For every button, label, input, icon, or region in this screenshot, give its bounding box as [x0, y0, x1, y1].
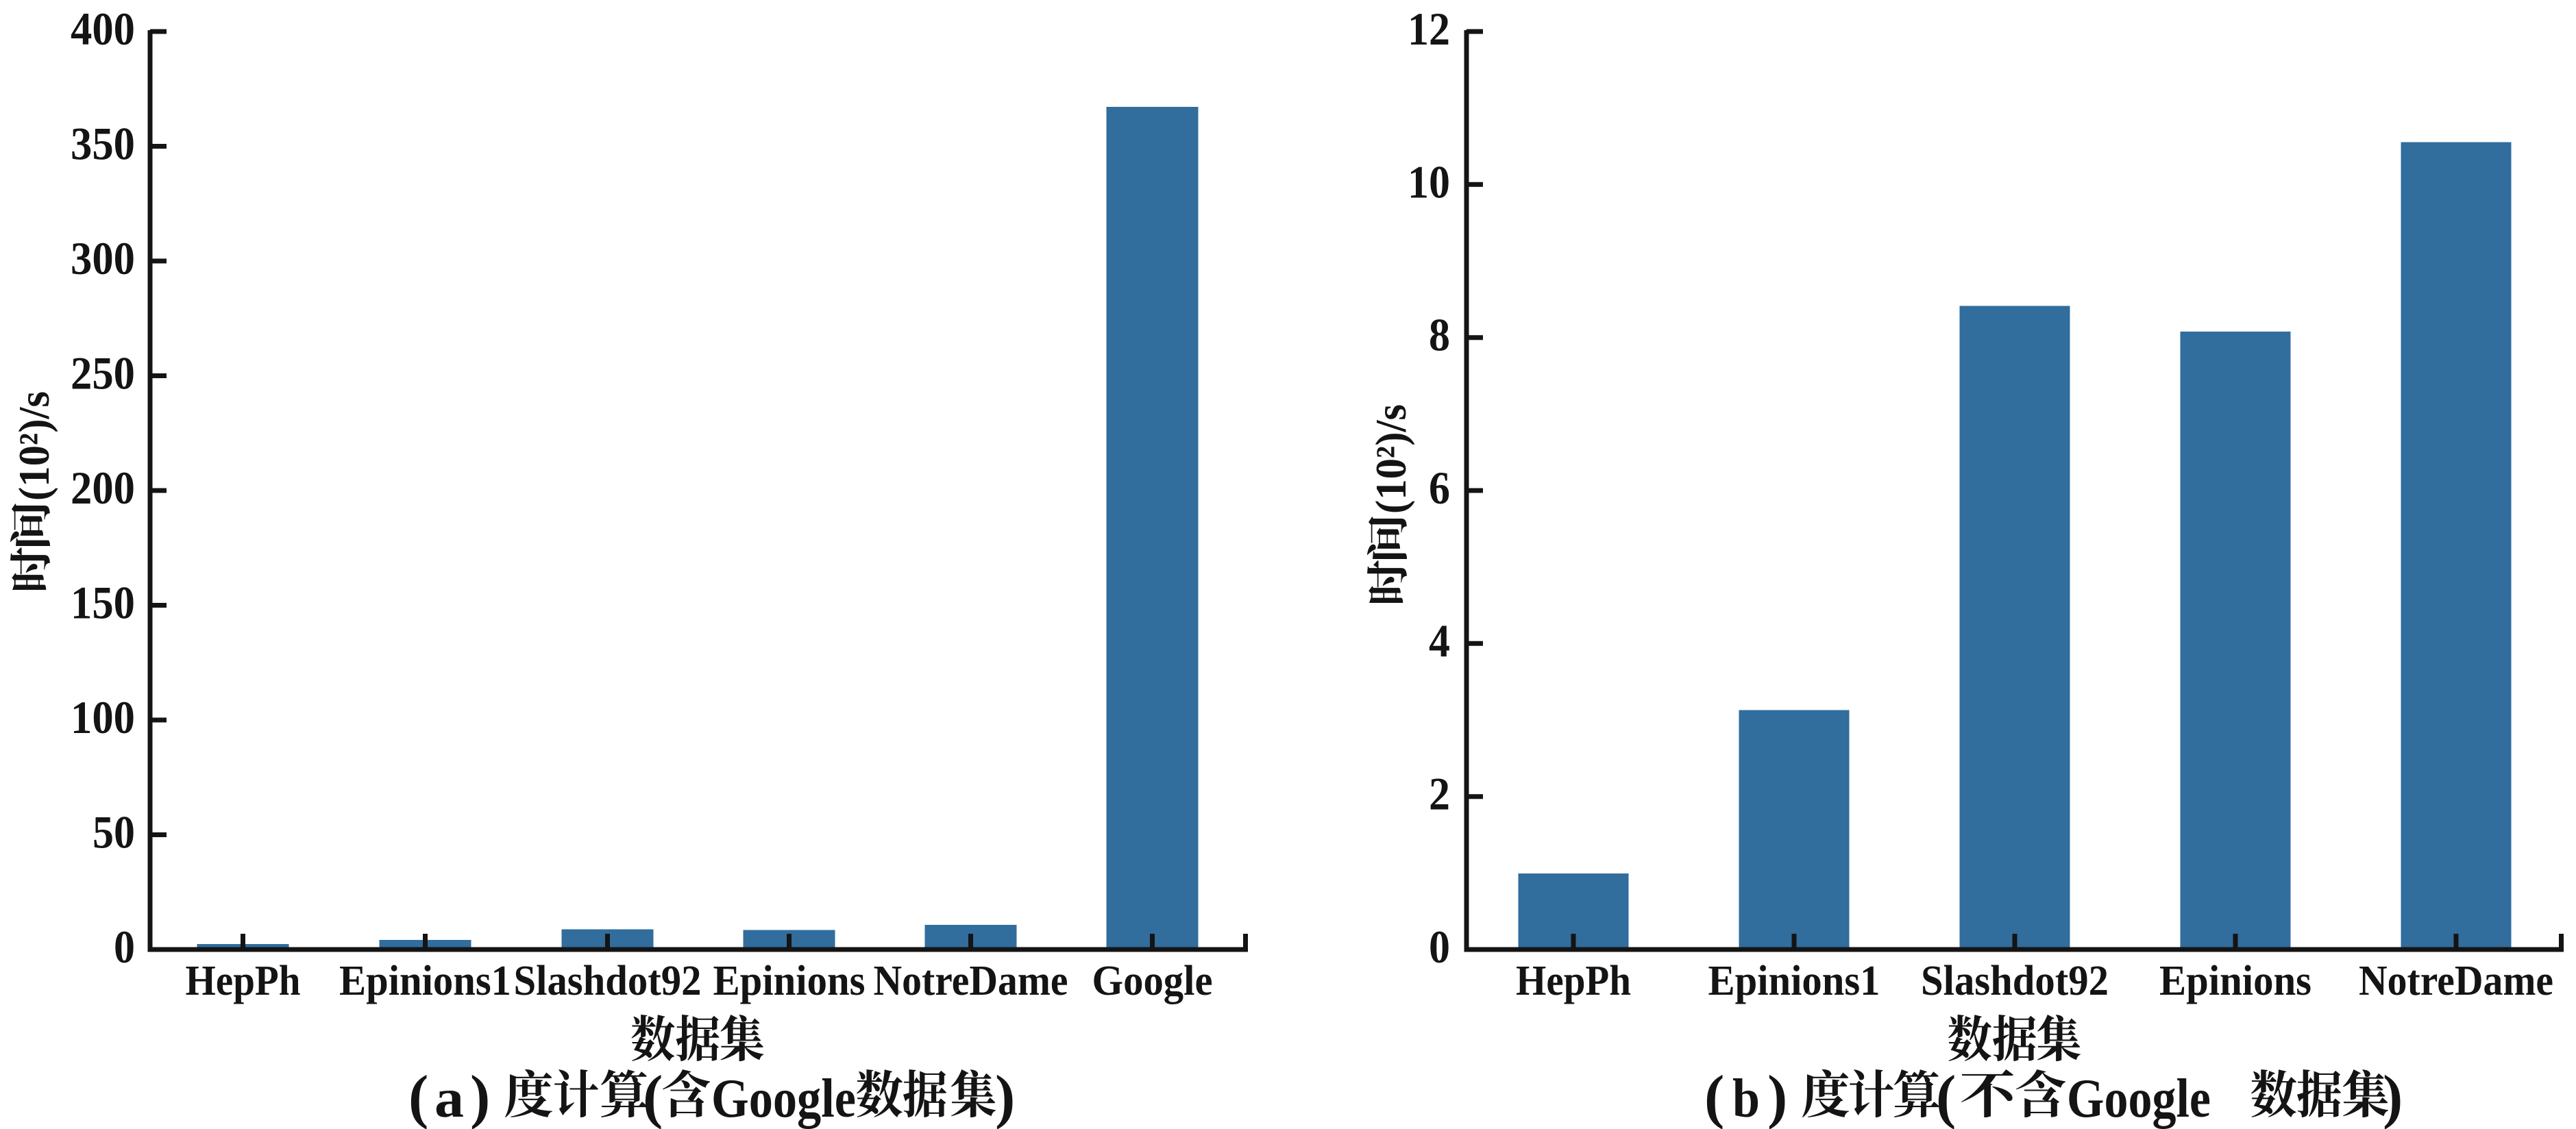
svg-text:Epinions: Epinions	[713, 958, 866, 1004]
svg-text:2: 2	[1429, 768, 1450, 820]
svg-text:12: 12	[1408, 3, 1450, 55]
svg-text:0: 0	[1429, 921, 1450, 973]
svg-text:50: 50	[93, 806, 135, 858]
svg-text:300: 300	[71, 232, 135, 284]
svg-text:6: 6	[1429, 462, 1450, 514]
svg-text:250: 250	[71, 347, 135, 399]
svg-text:10: 10	[1408, 156, 1450, 208]
svg-text:200: 200	[71, 462, 135, 514]
svg-text:(: (	[1704, 1064, 1724, 1129]
svg-text:(: (	[643, 1064, 663, 1129]
svg-text:(: (	[408, 1064, 428, 1129]
svg-text:Epinions1: Epinions1	[339, 958, 511, 1004]
svg-text:Epinions: Epinions	[2159, 958, 2311, 1004]
svg-text:(10²)/s: (10²)/s	[10, 391, 58, 501]
svg-text:Epinions1: Epinions1	[1708, 958, 1880, 1004]
svg-text:): )	[2383, 1064, 2403, 1129]
svg-text:a: a	[434, 1069, 464, 1129]
svg-text:Slashdot92: Slashdot92	[514, 958, 702, 1004]
svg-text:400: 400	[71, 3, 135, 55]
svg-text:Google: Google	[1092, 958, 1213, 1004]
svg-text:): )	[995, 1064, 1015, 1129]
svg-text:100: 100	[71, 691, 135, 743]
svg-text:150: 150	[71, 577, 135, 629]
svg-text:HepPh: HepPh	[1516, 958, 1631, 1004]
svg-text:Google: Google	[2067, 1069, 2211, 1129]
svg-text:4: 4	[1429, 615, 1450, 667]
svg-text:0: 0	[114, 921, 135, 973]
svg-text:HepPh: HepPh	[186, 958, 301, 1004]
svg-text:b: b	[1732, 1069, 1760, 1129]
svg-text:350: 350	[71, 118, 135, 170]
svg-text:(10²)/s: (10²)/s	[1366, 404, 1415, 514]
svg-text:NotreDame: NotreDame	[2359, 958, 2553, 1004]
svg-text:): )	[1767, 1064, 1787, 1129]
svg-text:Google: Google	[711, 1069, 856, 1129]
svg-text:): )	[470, 1064, 490, 1129]
svg-text:8: 8	[1429, 309, 1450, 361]
svg-text:Slashdot92: Slashdot92	[1921, 958, 2109, 1004]
svg-text:(: (	[1936, 1064, 1956, 1129]
svg-text:NotreDame: NotreDame	[874, 958, 1068, 1004]
